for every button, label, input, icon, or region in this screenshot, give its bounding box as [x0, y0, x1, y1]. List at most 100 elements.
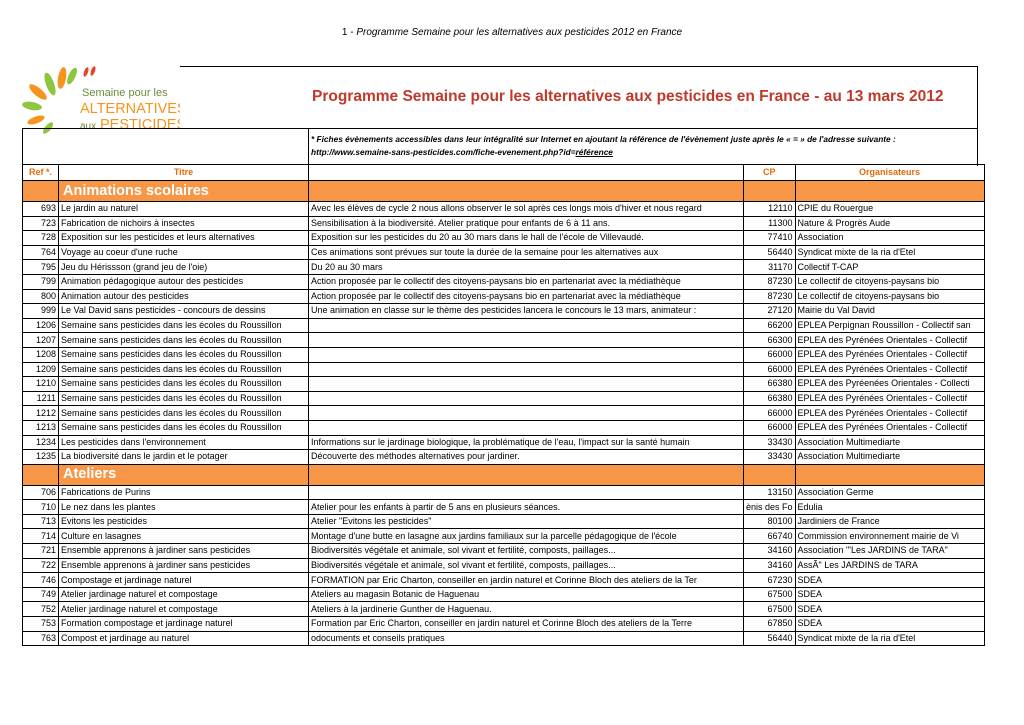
page-header: 1 - Programme Semaine pour les alternati…	[0, 27, 1024, 38]
data-row: 713 Evitons les pesticides Atelier "Evito…	[22, 513, 985, 530]
cp: 67500	[743, 586, 796, 603]
data-row: 723 Fabrication de nichoirs à insectes Sen…	[22, 215, 985, 232]
data-row: 1210 Semaine sans pesticides dans les éco…	[22, 376, 985, 392]
note: * Fiches évènements accessibles dans leu…	[311, 133, 896, 159]
ref: 1235	[22, 449, 59, 465]
organizer: EPLEA des Pyrénées Orientales - Collecti…	[794, 346, 985, 363]
title: Le nez dans les plantes	[58, 499, 309, 515]
organizer: Mairie du Val David	[794, 303, 985, 319]
cp: 66200	[743, 317, 796, 334]
title: Le jardin au naturel	[58, 201, 309, 217]
ref: 1209	[22, 361, 59, 378]
cp: 66000	[743, 346, 796, 363]
data-row: 693 Le jardin au naturel Avec les élèves d…	[22, 201, 985, 217]
title: Exposition sur les pesticides et leurs a…	[58, 230, 309, 246]
data-row: 728 Exposition sur les pesticides et leur…	[22, 230, 985, 246]
page-number: 1 -	[341, 27, 354, 38]
data-row: 706 Fabrications de Purins 13150 Associatio…	[22, 484, 985, 501]
description: Avec les élèves de cycle 2 nous allons o…	[308, 201, 744, 217]
ref: 746	[22, 572, 59, 588]
cp: 66300	[743, 332, 796, 348]
description	[308, 361, 744, 378]
cp: 87230	[743, 273, 796, 290]
data-row: 1209 Semaine sans pesticides dans les éco…	[22, 361, 985, 378]
section-name: Ateliers	[58, 463, 309, 486]
ref: 799	[22, 273, 59, 290]
title: Semaine sans pesticides dans les écoles …	[58, 332, 309, 348]
cp: ènis des Fo	[743, 499, 796, 515]
organizer: EPLEA des Pyrénées Orientales - Collecti…	[794, 361, 985, 378]
cp: 56440	[743, 244, 796, 261]
data-row: 753 Formation compostage et jardinage nat…	[22, 616, 985, 632]
column-header: Organisateurs	[794, 164, 985, 181]
title: Fabrication de nichoirs à insectes	[58, 215, 309, 232]
description	[308, 317, 744, 334]
note-line: * Fiches évènements accessibles dans leu…	[311, 134, 896, 144]
cp: 12110	[743, 201, 796, 217]
cell	[22, 180, 59, 202]
organizer: Jardiniers de France	[794, 513, 985, 530]
organizer: EPLEA des Pyrénées Orientales - Collecti…	[794, 332, 985, 348]
ref: 728	[22, 230, 59, 246]
header-title: Programme Semaine pour les alternatives …	[356, 27, 683, 38]
rule	[22, 128, 23, 164]
title: Atelier jardinage naturel et compostage	[58, 601, 309, 618]
ref: 1213	[22, 419, 59, 436]
description	[308, 484, 744, 501]
organizer: AssÃ" Les JARDINS de TARA	[794, 557, 985, 574]
ref: 800	[22, 288, 59, 305]
section-row: Ateliers	[22, 463, 985, 486]
organizer: Le collectif de citoyens-paysans bio	[794, 273, 985, 290]
organizer: Association Multimediarte	[794, 434, 985, 451]
data-row: 999 Le Val David sans pesticides - concou…	[22, 303, 985, 319]
cp: 56440	[743, 630, 796, 647]
column-header	[308, 164, 744, 181]
title: Semaine sans pesticides dans les écoles …	[58, 405, 309, 421]
organizer: EPLEA des Pyréenées Orientales - Collect…	[794, 376, 985, 392]
cell	[743, 180, 796, 202]
organizer: Syndicat mixte de la ria d'Etel	[794, 630, 985, 647]
organizer: EPLEA des Pyrénées Orientales - Collecti…	[794, 405, 985, 421]
cell	[308, 463, 744, 486]
title: Animation autour des pesticides	[58, 288, 309, 305]
data-row: 710 Le nez dans les plantes Atelier pour l…	[22, 499, 985, 515]
description: Ces animations sont prévues sur toute la…	[308, 244, 744, 261]
organizer: SDEA	[794, 601, 985, 618]
doc-title: Programme Semaine pour les alternatives …	[312, 88, 944, 105]
organizer: Nature & Progrès Aude	[794, 215, 985, 232]
title: Semaine sans pesticides dans les écoles …	[58, 361, 309, 378]
description: Une animation en classe sur le thème des…	[308, 303, 744, 319]
cp: 66000	[743, 419, 796, 436]
title: Atelier jardinage naturel et compostage	[58, 586, 309, 603]
description: Ateliers à la jardinerie Gunther de Hagu…	[308, 601, 744, 618]
ref: 713	[22, 513, 59, 530]
description	[308, 346, 744, 363]
description: Action proposée par le collectif des cit…	[308, 273, 744, 290]
ref: 1212	[22, 405, 59, 421]
cp: 34160	[743, 557, 796, 574]
title: Semaine sans pesticides dans les écoles …	[58, 346, 309, 363]
cp: 67500	[743, 601, 796, 618]
cp: 66000	[743, 361, 796, 378]
cp: 11300	[743, 215, 796, 232]
data-row: 1211 Semaine sans pesticides dans les éco…	[22, 390, 985, 407]
section-name: Animations scolaires	[58, 180, 309, 202]
cp: 33430	[743, 449, 796, 465]
organizer: Edulia	[794, 499, 985, 515]
organizer: SDEA	[794, 616, 985, 632]
title: Le Val David sans pesticides - concours …	[58, 303, 309, 319]
organizer: Syndicat mixte de la ria d'Etel	[794, 244, 985, 261]
cp: 66380	[743, 390, 796, 407]
data-row: 1212 Semaine sans pesticides dans les éco…	[22, 405, 985, 421]
organizer: Association Multimediarte	[794, 449, 985, 465]
data-row: 795 Jeu du Hérissson (grand jeu de l'oie)…	[22, 259, 985, 275]
title: Semaine sans pesticides dans les écoles …	[58, 317, 309, 334]
title: Animation pédagogique autour des pestici…	[58, 273, 309, 290]
program-table: Ref *. Titre CP Organisateurs Animations sco…	[22, 164, 985, 647]
organizer: Association "'Les JARDINS de TARA"	[794, 543, 985, 559]
description: Formation par Eric Charton, conseiller e…	[308, 616, 744, 632]
description	[308, 419, 744, 436]
ref: 1206	[22, 317, 59, 334]
rule	[180, 66, 978, 67]
cp: 67850	[743, 616, 796, 632]
